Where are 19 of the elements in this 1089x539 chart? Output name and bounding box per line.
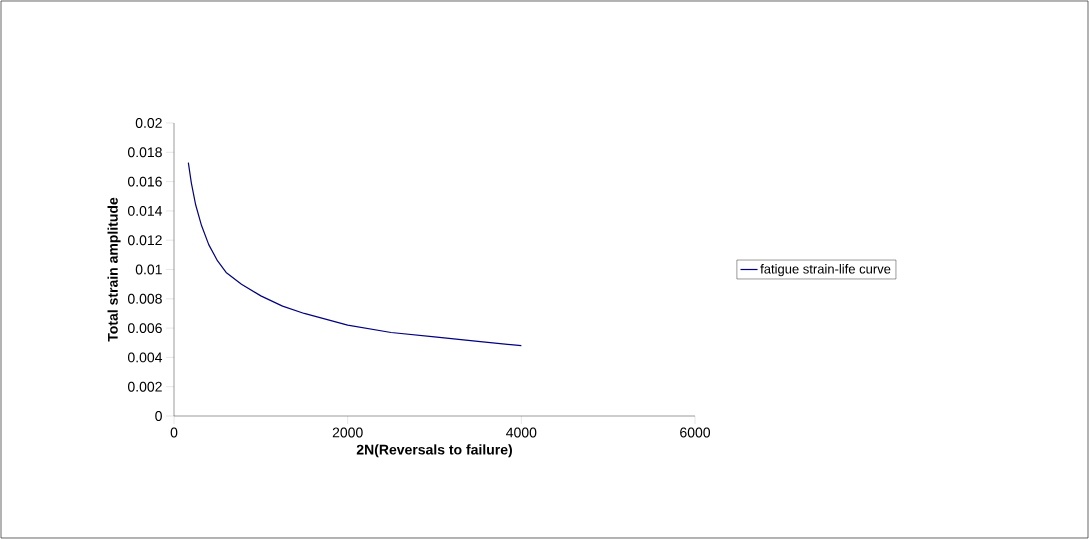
y-tick-label: 0 [155,411,162,421]
y-tick-label: 0.008 [127,293,162,304]
y-tick-label: 0.004 [127,352,163,363]
y-tick-label: 0.014 [127,205,163,216]
y-tick-label: 0.01 [135,264,162,275]
x-tick-label: 4000 [506,427,537,438]
y-tick-label: 0.02 [135,118,162,128]
y-tick-label: 0.012 [127,235,162,246]
x-tick-label: 6000 [680,427,711,438]
x-axis-title: 2N(Reversals to failure) [356,444,512,458]
legend-label: fatigue strain-life curve [760,264,891,277]
line-series [187,161,522,347]
y-tick-label: 0.016 [127,176,162,187]
y-axis-title: Total strain amplitude [107,197,121,342]
y-tick-label: 0.018 [127,147,162,158]
x-tick-label: 2000 [332,427,363,438]
y-tick-label: 0.006 [127,323,162,334]
x-tick-label: 0 [170,427,178,438]
y-tick-label: 0.002 [127,381,162,392]
